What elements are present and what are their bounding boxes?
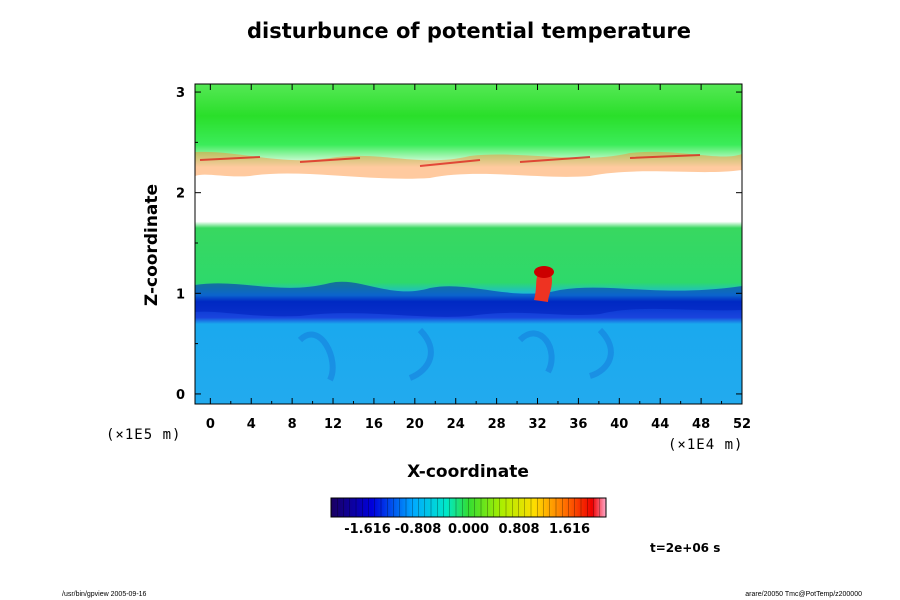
x-tick-label: 52 <box>733 417 751 432</box>
blue-turbulent-layer <box>195 281 742 317</box>
x-tick-label: 12 <box>324 417 342 432</box>
x-tick-label: 44 <box>651 417 669 432</box>
x-tick-label: 0 <box>206 417 215 432</box>
colorbar-tick-label: -1.616 <box>344 522 391 537</box>
y-tick-labels: 0 1 2 3 <box>176 86 185 403</box>
field-background <box>195 84 742 404</box>
x-tick-label: 20 <box>406 417 424 432</box>
x-tick-label: 16 <box>365 417 383 432</box>
colorbar-tick-label: -0.808 <box>395 522 442 537</box>
colorbar-tick-labels: -1.616 -0.808 0.000 0.808 1.616 <box>344 522 590 537</box>
colorbar-tick-label: 0.808 <box>498 522 539 537</box>
x-axis-label: X-coordinate <box>407 462 529 482</box>
y-tick-label: 2 <box>176 187 185 202</box>
chart-title: disturbunce of potential temperature <box>247 19 691 43</box>
colorbar-tick-label: 0.000 <box>448 522 489 537</box>
upper-turbulence-band <box>195 151 742 179</box>
x-tick-label: 48 <box>692 417 710 432</box>
y-tick-label: 1 <box>176 287 185 302</box>
x-unit-label: (×1E4 m) <box>668 437 743 453</box>
x-tick-label: 28 <box>488 417 506 432</box>
y-unit-label: (×1E5 m) <box>106 427 181 443</box>
footer-left: /usr/bin/gpview 2005-09-16 <box>62 591 147 598</box>
lower-eddies <box>297 327 614 382</box>
y-tick-label: 0 <box>176 388 185 403</box>
y-tick-label: 3 <box>176 86 185 101</box>
warm-plume-core <box>534 266 554 278</box>
x-tick-label: 24 <box>447 417 465 432</box>
upper-red-streaks <box>199 154 701 167</box>
x-tick-label: 4 <box>247 417 256 432</box>
x-tick-label: 8 <box>288 417 297 432</box>
y-axis-label: Z-coordinate <box>142 184 162 306</box>
field-features <box>195 151 742 382</box>
x-tick-label: 32 <box>528 417 546 432</box>
x-tick-label: 40 <box>610 417 628 432</box>
x-tick-labels: 0 4 8 12 16 20 24 28 32 36 40 44 48 52 <box>206 417 751 432</box>
warm-plume-stem <box>534 270 552 302</box>
colorbar: -1.616 -0.808 0.000 0.808 1.616 <box>330 497 607 537</box>
plot-frame <box>194 83 743 405</box>
x-tick-label: 36 <box>569 417 587 432</box>
colorbar-tick-label: 1.616 <box>549 522 590 537</box>
colorbar-cells <box>337 498 600 517</box>
axis-ticks <box>195 84 743 404</box>
time-label: t=2e+06 s <box>650 541 720 555</box>
footer-right: arare/20050 Tmc@PotTemp/z200000 <box>745 591 862 598</box>
